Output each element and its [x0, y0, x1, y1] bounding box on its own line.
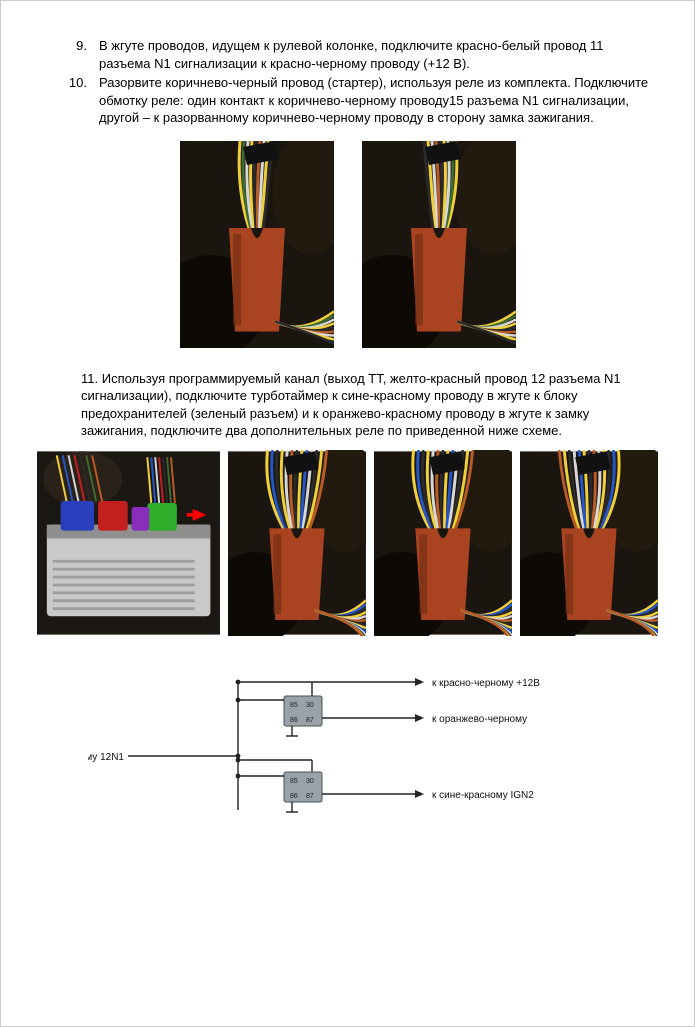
- wiring-photo-1: [180, 141, 334, 348]
- step-text: В жгуте проводов, идущем к рулевой колон…: [99, 37, 658, 72]
- step-text: Используя программируемый канал (выход Т…: [81, 371, 621, 439]
- step-11: 11. Используя программируемый канал (вых…: [81, 370, 658, 440]
- step-number: 11.: [81, 371, 98, 386]
- svg-text:30: 30: [306, 702, 314, 709]
- step-10: 10. Разорвите коричнево-черный провод (с…: [59, 74, 658, 127]
- svg-text:к оранжево-черному: к оранжево-черному: [432, 714, 527, 725]
- wiring-photo-2: [362, 141, 516, 348]
- svg-text:85: 85: [290, 778, 298, 785]
- document-page: 9. В жгуте проводов, идущем к рулевой ко…: [0, 0, 695, 1027]
- wiring-photo-3: [228, 450, 366, 636]
- wiring-photo-5: [520, 450, 658, 636]
- connector-photo: [37, 450, 220, 636]
- svg-text:85: 85: [290, 702, 298, 709]
- instruction-list: 9. В жгуте проводов, идущем к рулевой ко…: [59, 37, 658, 127]
- step-9: 9. В жгуте проводов, идущем к рулевой ко…: [59, 37, 658, 72]
- svg-text:к сине-красному IGN2: к сине-красному IGN2: [432, 790, 534, 801]
- photo-row-2: [37, 450, 658, 636]
- relay-diagram: к желто-красному 12N1 85 30 86 87 к красно-че…: [37, 660, 658, 840]
- svg-text:30: 30: [306, 778, 314, 785]
- svg-text:87: 87: [306, 717, 314, 724]
- step-text: Разорвите коричнево-черный провод (старт…: [99, 74, 658, 127]
- svg-text:к красно-черному +12В: к красно-черному +12В: [432, 678, 540, 689]
- svg-text:86: 86: [290, 717, 298, 724]
- svg-text:86: 86: [290, 793, 298, 800]
- svg-text:к желто-красному 12N1: к желто-красному 12N1: [88, 752, 124, 763]
- photo-row-1: [37, 141, 658, 348]
- svg-text:87: 87: [306, 793, 314, 800]
- step-number: 10.: [59, 74, 99, 127]
- wiring-photo-4: [374, 450, 512, 636]
- step-number: 9.: [59, 37, 99, 72]
